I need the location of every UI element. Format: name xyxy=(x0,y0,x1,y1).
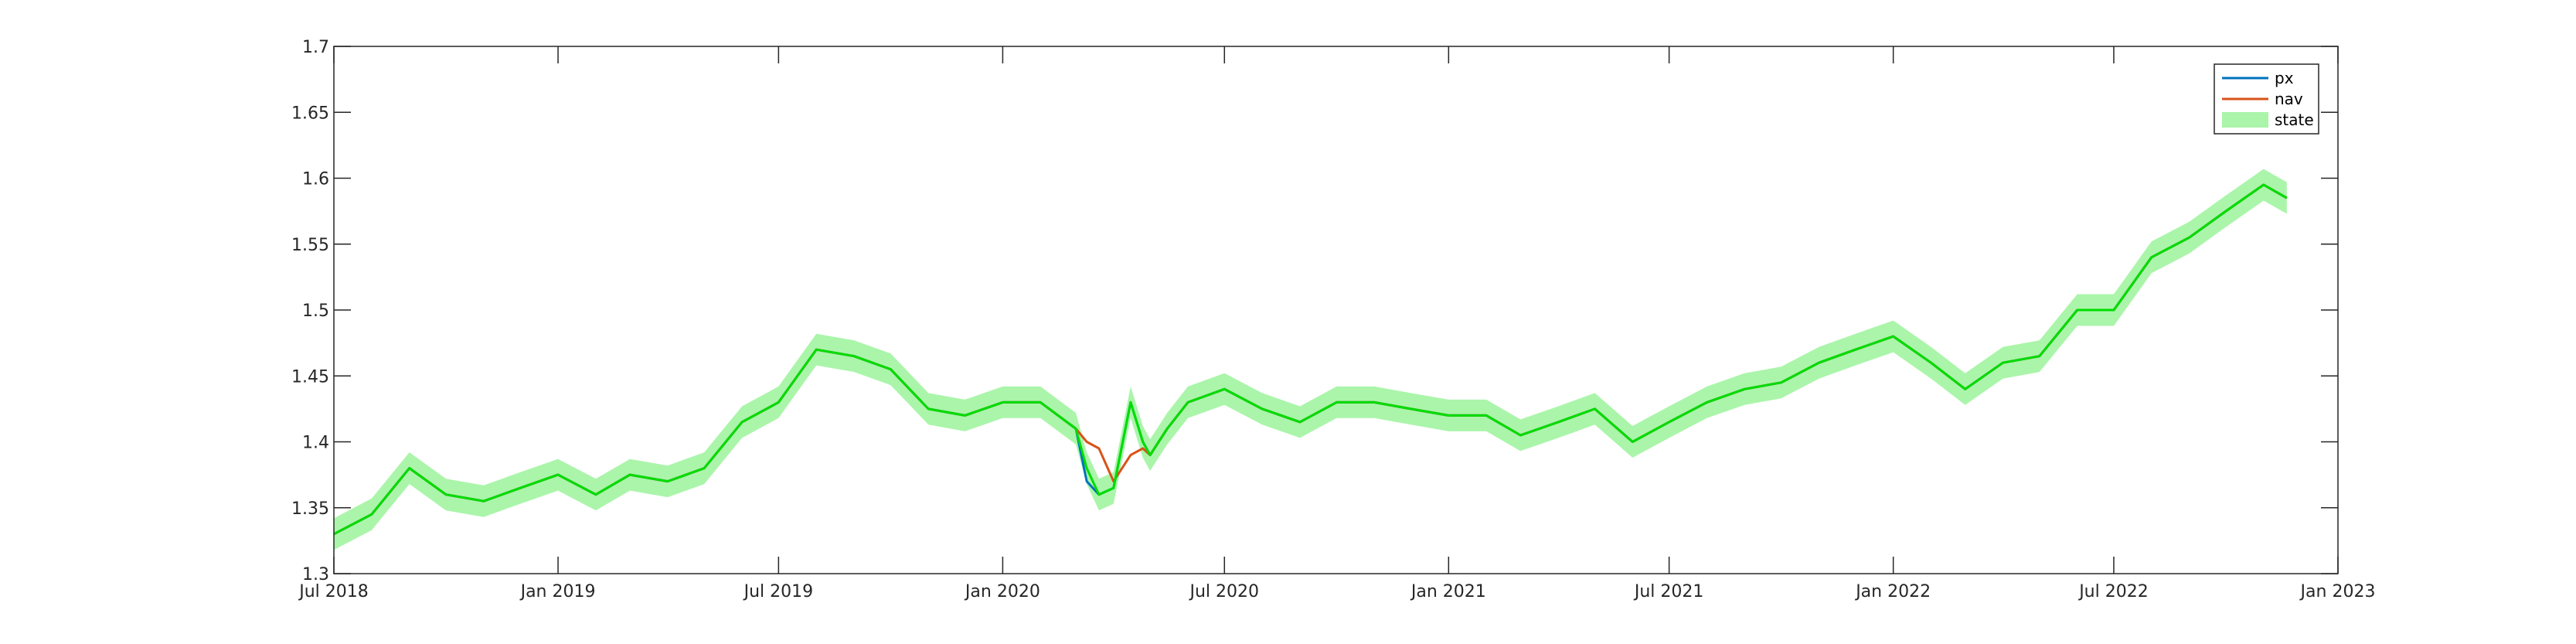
y-tick-label: 1.35 xyxy=(291,499,329,519)
x-tick-label: Jul 2021 xyxy=(1633,582,1704,601)
legend-label-nav: nav xyxy=(2275,90,2303,108)
x-tick-label: Jul 2018 xyxy=(298,582,369,601)
legend-label-state: state xyxy=(2275,111,2314,129)
x-tick-label: Jul 2019 xyxy=(743,582,814,601)
axis-ticks: Jul 2018 Jan 2019 Jul 2019 Jan 2020 Jul 2020… xyxy=(291,38,2375,601)
y-tick-label: 1.45 xyxy=(291,367,329,387)
x-tick-label: Jan 2021 xyxy=(1410,582,1486,601)
x-tick-label: Jul 2022 xyxy=(2077,582,2149,601)
x-tick-label: Jan 2020 xyxy=(964,582,1040,601)
x-tick-label: Jan 2022 xyxy=(1854,582,1931,601)
y-tick-label: 1.55 xyxy=(291,236,329,255)
y-tick-label: 1.65 xyxy=(291,104,329,123)
legend-swatch-state xyxy=(2222,112,2268,128)
state-band xyxy=(334,169,2287,550)
axes-box xyxy=(333,46,2339,574)
x-tick-label: Jan 2019 xyxy=(519,582,596,601)
state-band-layer xyxy=(334,169,2287,550)
series-line-state xyxy=(333,183,2288,536)
series-lines-layer xyxy=(333,183,2288,536)
y-tick-label: 1.5 xyxy=(302,302,329,321)
legend-label-px: px xyxy=(2275,69,2294,87)
y-tick-label: 1.7 xyxy=(302,38,329,57)
y-tick-label: 1.3 xyxy=(302,565,329,584)
legend: px nav state xyxy=(2214,63,2319,135)
y-tick-label: 1.4 xyxy=(302,434,329,453)
x-tick-label: Jul 2020 xyxy=(1189,582,1260,601)
x-tick-label: Jan 2023 xyxy=(2299,582,2376,601)
y-tick-label: 1.6 xyxy=(302,170,329,189)
